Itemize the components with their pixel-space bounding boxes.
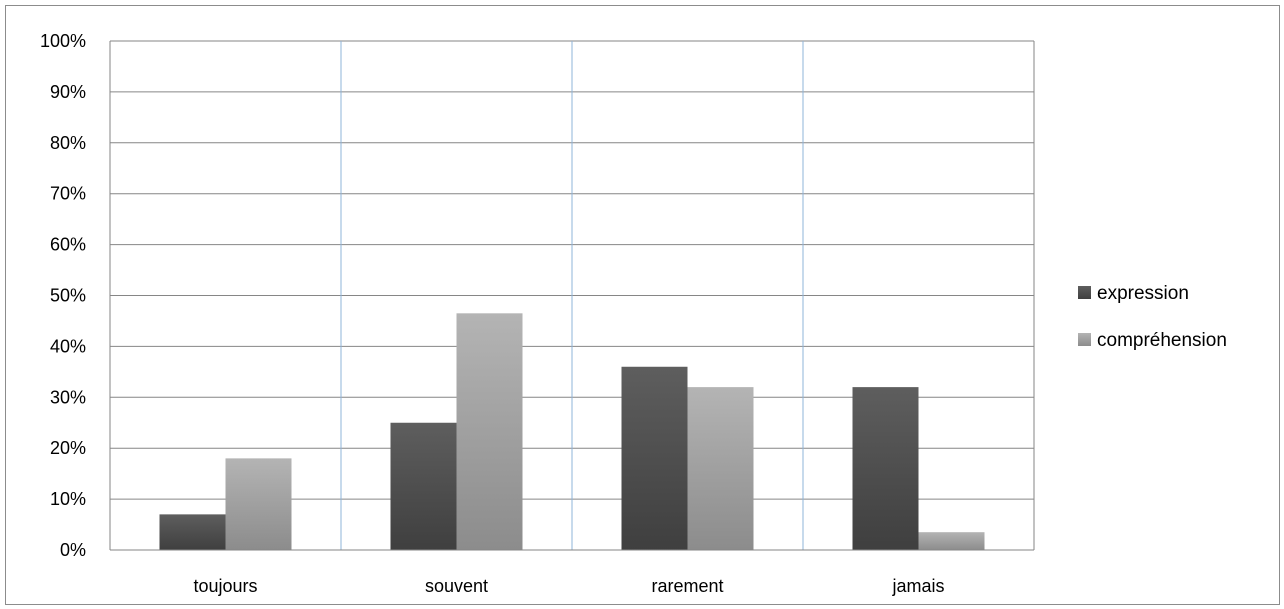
- x-tick-label: rarement: [651, 576, 723, 596]
- bar-comprhension-souvent: [456, 313, 523, 550]
- bar-comprhension-rarement: [687, 387, 754, 550]
- y-axis-tick-labels: 0% 10% 20% 30% 40% 50% 60% 70% 80% 90% 100%: [40, 31, 86, 560]
- y-tick-label: 50%: [50, 286, 86, 306]
- bars: [159, 313, 985, 550]
- bar-comprhension-jamais: [918, 532, 985, 550]
- bar-expression-toujours: [159, 514, 226, 550]
- x-tick-label: toujours: [193, 576, 257, 596]
- y-tick-label: 40%: [50, 336, 86, 356]
- bar-expression-souvent: [390, 422, 457, 550]
- x-tick-label: jamais: [891, 576, 944, 596]
- bar-expression-jamais: [852, 387, 919, 550]
- y-tick-label: 60%: [50, 235, 86, 255]
- y-tick-label: 20%: [50, 438, 86, 458]
- bar-comprhension-toujours: [225, 458, 292, 550]
- legend: expression compréhension: [1078, 283, 1227, 351]
- x-tick-label: souvent: [425, 576, 488, 596]
- y-tick-label: 90%: [50, 82, 86, 102]
- y-tick-label: 0%: [60, 540, 86, 560]
- y-tick-label: 10%: [50, 489, 86, 509]
- legend-label: compréhension: [1097, 330, 1227, 351]
- bar-expression-rarement: [621, 366, 688, 550]
- y-tick-label: 70%: [50, 184, 86, 204]
- legend-label: expression: [1097, 283, 1189, 304]
- category-separators: [340, 41, 804, 550]
- x-axis-tick-labels: toujours souvent rarement jamais: [193, 576, 944, 596]
- legend-swatch: [1078, 286, 1091, 299]
- axes: [109, 41, 1035, 551]
- y-tick-label: 30%: [50, 387, 86, 407]
- y-tick-label: 100%: [40, 31, 86, 51]
- legend-swatch: [1078, 333, 1091, 346]
- y-tick-label: 80%: [50, 133, 86, 153]
